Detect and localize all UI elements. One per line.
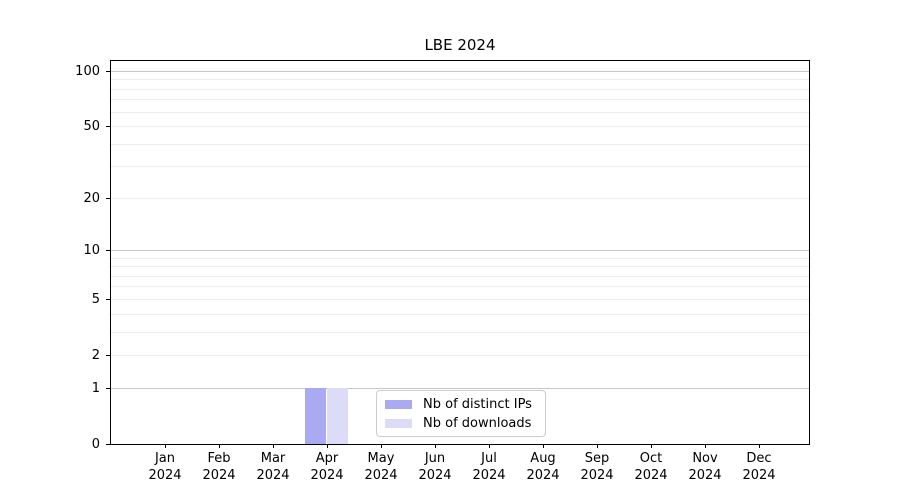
legend-swatch-downloads <box>385 418 412 428</box>
minor-gridline <box>111 99 809 101</box>
y-tick-mark <box>106 443 110 445</box>
x-tick-month: Nov <box>692 451 718 466</box>
y-tick-label: 20 <box>83 190 100 206</box>
x-tick-label: Apr 2024 <box>299 450 355 484</box>
legend-row-downloads: Nb of downloads <box>377 416 545 431</box>
chart-title: LBE 2024 <box>424 36 496 54</box>
minor-gridline <box>111 197 809 199</box>
plot-area <box>110 60 810 445</box>
x-tick-mark <box>489 444 490 448</box>
x-tick-year: 2024 <box>310 468 344 483</box>
x-tick-month: Feb <box>207 451 231 466</box>
y-tick-label: 1 <box>91 380 100 396</box>
x-tick-month: Apr <box>315 451 339 466</box>
x-tick-month: Jun <box>424 451 446 466</box>
y-tick-label: 2 <box>91 347 100 363</box>
x-tick-label: Nov 2024 <box>677 450 733 484</box>
x-tick-year: 2024 <box>202 468 236 483</box>
major-gridline <box>111 70 809 72</box>
x-tick-label: Aug 2024 <box>515 450 571 484</box>
x-tick-label: May 2024 <box>353 450 409 484</box>
x-tick-month: Oct <box>639 451 663 466</box>
x-tick-year: 2024 <box>364 468 398 483</box>
minor-gridline <box>111 88 809 90</box>
minor-gridline <box>111 286 809 288</box>
y-tick-label: 5 <box>91 291 100 307</box>
x-tick-year: 2024 <box>472 468 506 483</box>
minor-gridline <box>111 298 809 300</box>
legend-swatch-distinct-ips <box>385 399 412 409</box>
bar-distinct-ips <box>305 388 326 444</box>
x-tick-month: Dec <box>746 451 772 466</box>
major-gridline <box>111 249 809 251</box>
x-tick-label: Dec 2024 <box>731 450 787 484</box>
y-tick-label: 10 <box>83 242 100 258</box>
x-tick-mark <box>381 444 382 448</box>
minor-gridline <box>111 111 809 113</box>
x-tick-year: 2024 <box>148 468 182 483</box>
x-tick-label: Feb 2024 <box>191 450 247 484</box>
x-tick-mark <box>759 444 760 448</box>
x-tick-month: Jul <box>481 451 497 466</box>
x-tick-label: Mar 2024 <box>245 450 301 484</box>
minor-gridline <box>111 79 809 81</box>
x-tick-month: Jan <box>154 451 176 466</box>
x-tick-mark <box>543 444 544 448</box>
minor-gridline <box>111 126 809 128</box>
x-tick-label: Sep 2024 <box>569 450 625 484</box>
x-tick-year: 2024 <box>256 468 290 483</box>
minor-gridline <box>111 266 809 268</box>
x-tick-year: 2024 <box>580 468 614 483</box>
x-tick-month: Aug <box>530 451 556 466</box>
y-tick-mark <box>106 298 110 300</box>
x-tick-mark <box>219 444 220 448</box>
x-tick-label: Jan 2024 <box>137 450 193 484</box>
minor-gridline <box>111 313 809 315</box>
y-tick-label: 0 <box>91 436 100 452</box>
x-tick-year: 2024 <box>742 468 776 483</box>
x-tick-month: May <box>367 451 395 466</box>
y-tick-mark <box>106 197 110 199</box>
x-tick-label: Oct 2024 <box>623 450 679 484</box>
y-tick-mark <box>106 249 110 251</box>
minor-gridline <box>111 166 809 168</box>
minor-gridline <box>111 257 809 259</box>
x-tick-mark <box>165 444 166 448</box>
x-tick-year: 2024 <box>688 468 722 483</box>
x-tick-mark <box>273 444 274 448</box>
x-tick-year: 2024 <box>418 468 452 483</box>
x-tick-month: Sep <box>584 451 610 466</box>
y-tick-label: 50 <box>83 119 100 135</box>
legend-row-distinct-ips: Nb of distinct IPs <box>377 397 545 412</box>
x-tick-label: Jul 2024 <box>461 450 517 484</box>
major-gridline <box>111 387 809 389</box>
legend-label-downloads: Nb of downloads <box>423 415 532 431</box>
minor-gridline <box>111 354 809 356</box>
bar-downloads <box>327 388 348 444</box>
x-tick-label: Jun 2024 <box>407 450 463 484</box>
minor-gridline <box>111 331 809 333</box>
legend-label-distinct-ips: Nb of distinct IPs <box>423 396 532 412</box>
x-tick-year: 2024 <box>526 468 560 483</box>
y-tick-mark <box>106 126 110 128</box>
y-tick-mark <box>106 70 110 72</box>
x-tick-mark <box>651 444 652 448</box>
x-tick-mark <box>327 444 328 448</box>
minor-gridline <box>111 275 809 277</box>
legend: Nb of distinct IPs Nb of downloads <box>376 390 546 437</box>
y-tick-label: 100 <box>75 63 100 79</box>
y-tick-mark <box>106 387 110 389</box>
x-tick-month: Mar <box>260 451 286 466</box>
minor-gridline <box>111 143 809 145</box>
x-tick-year: 2024 <box>634 468 668 483</box>
x-tick-mark <box>705 444 706 448</box>
y-tick-mark <box>106 354 110 356</box>
x-tick-mark <box>435 444 436 448</box>
x-tick-mark <box>597 444 598 448</box>
